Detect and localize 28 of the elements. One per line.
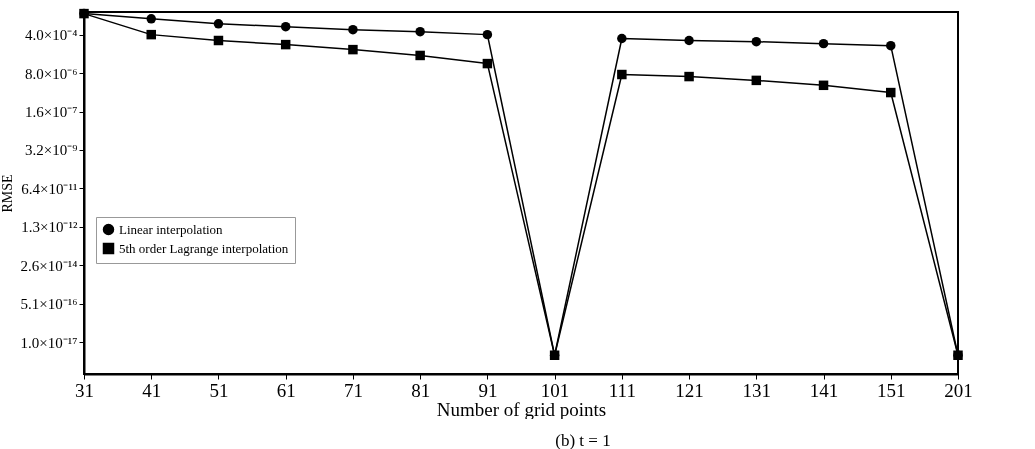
y-tick-label: 3.2×10⁻⁹	[25, 142, 78, 159]
legend-label: Linear interpolation	[119, 221, 224, 237]
legend-label: 5th order Lagrange interpolation	[119, 240, 289, 256]
x-tick-label: 61	[276, 379, 296, 401]
y-tick-label: 5.1×10⁻¹⁶	[20, 296, 78, 313]
y-tick-label: 6.4×10⁻¹¹	[21, 180, 78, 197]
x-tick-label: 121	[675, 379, 704, 401]
y-tick-label: 1.3×10⁻¹²	[21, 219, 78, 236]
x-tick-label: 201	[944, 379, 973, 401]
x-tick-label: 111	[608, 379, 636, 401]
y-tick-label: 1.6×10⁻⁷	[25, 104, 78, 120]
x-tick-label: 41	[142, 379, 162, 401]
x-tick-label: 81	[411, 379, 431, 401]
y-tick-label: 2.6×10⁻¹⁴	[20, 257, 78, 274]
x-axis-title: Number of grid points	[436, 398, 607, 420]
y-axis-title: RMSE	[0, 174, 15, 213]
x-tick-label: 141	[809, 379, 839, 401]
x-tick-label: 51	[209, 379, 229, 401]
y-tick-label: 8.0×10⁻⁶	[25, 65, 78, 82]
x-tick-label: 151	[877, 379, 906, 401]
x-tick-label: 101	[540, 379, 570, 401]
y-tick-label: 4.0×10⁻⁴	[25, 27, 78, 44]
x-tick-label: 91	[478, 379, 498, 401]
x-tick-label: 71	[343, 379, 363, 401]
y-tick-label: 1.0×10⁻¹⁷	[20, 334, 78, 351]
text: (b) t = 1	[554, 431, 612, 449]
x-tick-label: 131	[742, 379, 772, 401]
x-tick-label: 31	[75, 379, 94, 401]
